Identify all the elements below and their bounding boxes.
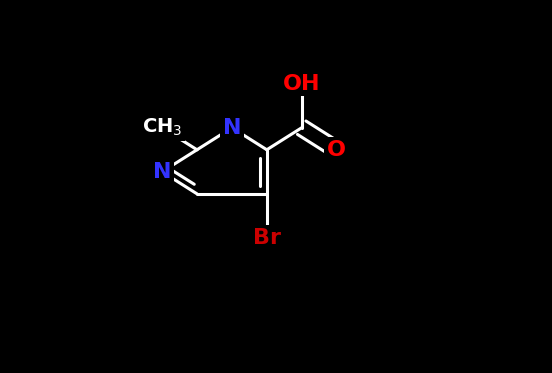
Text: N: N (222, 118, 241, 138)
Text: O: O (327, 140, 346, 160)
Text: Br: Br (253, 228, 281, 248)
Text: OH: OH (283, 73, 321, 94)
Text: CH$_3$: CH$_3$ (142, 117, 182, 138)
Text: N: N (153, 162, 171, 182)
